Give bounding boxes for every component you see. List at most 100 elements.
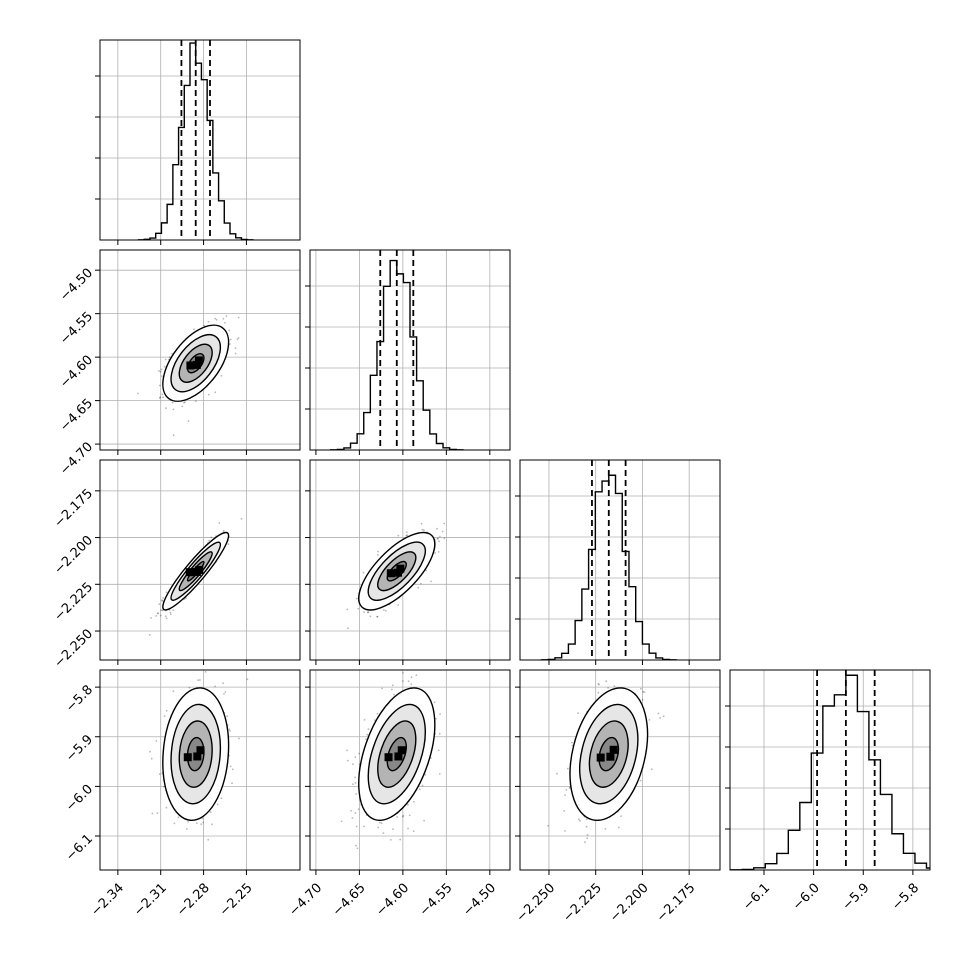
scatter-point: [437, 537, 439, 540]
scatter-point: [357, 808, 360, 810]
scatter-point: [148, 634, 151, 636]
scatter-point: [137, 392, 139, 395]
scatter-point: [187, 821, 190, 823]
scatter-point: [420, 522, 423, 525]
scatter-point: [397, 534, 400, 537]
scatter-point: [161, 600, 164, 602]
panel-frame: [519, 669, 721, 871]
scatter-point: [571, 741, 573, 744]
panel-frame: [99, 669, 301, 871]
scatter-point: [376, 712, 379, 715]
scatter-point: [579, 819, 581, 822]
density-peak: [609, 745, 618, 754]
scatter-point: [195, 822, 198, 825]
scatter-point: [377, 826, 380, 829]
y-tick-label-3-1: −6.0: [63, 782, 96, 815]
y-tick-label-3-2: −5.9: [63, 732, 96, 765]
x-tick-label-1-4: −4.50: [460, 881, 499, 920]
scatter-point: [346, 608, 349, 611]
scatter-point: [585, 818, 588, 821]
scatter-point: [194, 400, 197, 402]
scatter-point: [391, 688, 393, 691]
scatter-point: [355, 597, 358, 600]
scatter-point: [441, 530, 444, 533]
scatter-point: [391, 684, 394, 687]
x-tick-label-3-2: −5.9: [840, 881, 873, 914]
scatter-point: [380, 822, 383, 825]
scatter-point: [150, 617, 153, 619]
scatter-point: [358, 752, 360, 755]
scatter-point: [169, 611, 172, 614]
scatter-point: [183, 401, 185, 404]
scatter-point: [421, 528, 424, 531]
scatter-point: [365, 738, 367, 741]
x-tick-label-1-2: −4.60: [373, 881, 412, 920]
scatter-point: [650, 768, 653, 770]
scatter-point: [193, 328, 195, 331]
scatter-point: [369, 615, 372, 618]
scatter-point: [171, 401, 174, 404]
scatter-point: [354, 812, 357, 814]
scatter-point: [197, 679, 200, 682]
scatter-point: [246, 678, 249, 681]
scatter-point: [224, 691, 227, 693]
scatter-point: [149, 750, 151, 753]
scatter-point: [383, 609, 385, 611]
scatter-point: [640, 687, 642, 690]
scatter-point: [215, 318, 218, 321]
scatter-point: [200, 823, 203, 825]
panel-0-0: [95, 39, 301, 245]
scatter-point: [564, 794, 566, 796]
density-peak: [192, 567, 201, 576]
panel-frame: [99, 459, 301, 661]
histogram-2: [540, 474, 677, 660]
scatter-point: [641, 698, 644, 701]
scatter-point: [165, 617, 168, 620]
scatter-point: [607, 687, 609, 689]
scatter-point: [392, 828, 394, 830]
panel-2-2: [515, 459, 721, 665]
scatter-point: [162, 597, 165, 599]
scatter-point: [350, 809, 352, 812]
scatter-point: [218, 522, 221, 524]
scatter-point: [240, 517, 243, 520]
y-tick-label-2-1: −2.225: [51, 580, 96, 625]
scatter-point: [352, 783, 354, 786]
scatter-point: [346, 749, 348, 752]
scatter-point: [231, 782, 233, 785]
scatter-point: [155, 740, 158, 742]
scatter-point: [564, 830, 566, 832]
scatter-point: [556, 772, 558, 775]
scatter-point: [177, 816, 180, 819]
scatter-point: [577, 818, 580, 821]
scatter-point: [228, 329, 231, 332]
scatter-point: [662, 715, 665, 718]
density-peak: [393, 568, 402, 577]
scatter-point: [413, 801, 415, 803]
scatter-point: [161, 599, 163, 602]
scatter-point: [407, 680, 410, 683]
y-tick-label-1-2: −4.60: [57, 353, 96, 392]
scatter-point: [407, 803, 409, 806]
scatter-point: [225, 315, 228, 318]
scatter-point: [222, 317, 225, 320]
scatter-point: [355, 825, 358, 828]
scatter-point: [620, 815, 622, 817]
density-peak: [192, 360, 201, 369]
scatter-point: [165, 806, 168, 809]
scatter-point: [158, 384, 161, 387]
scatter-point: [203, 324, 206, 327]
scatter-point: [438, 540, 440, 543]
scatter-point: [399, 838, 402, 841]
scatter-point: [423, 819, 425, 822]
scatter-point: [159, 396, 162, 399]
scatter-point: [410, 676, 413, 678]
scatter-point: [207, 320, 210, 323]
panel-2-0: [95, 459, 301, 665]
scatter-point: [185, 828, 188, 830]
y-tick-label-2-0: −2.250: [51, 626, 96, 671]
scatter-point: [577, 712, 579, 715]
scatter-point: [436, 527, 438, 530]
scatter-point: [354, 782, 357, 784]
scatter-point: [407, 827, 409, 830]
